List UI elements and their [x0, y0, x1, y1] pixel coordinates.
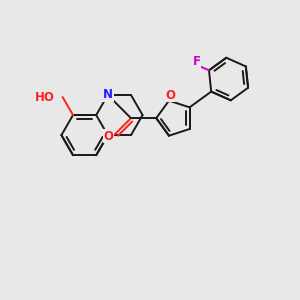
Text: N: N — [103, 88, 113, 101]
Text: O: O — [166, 89, 176, 102]
Text: F: F — [193, 55, 201, 68]
Text: HO: HO — [35, 91, 55, 103]
Text: O: O — [104, 130, 114, 142]
